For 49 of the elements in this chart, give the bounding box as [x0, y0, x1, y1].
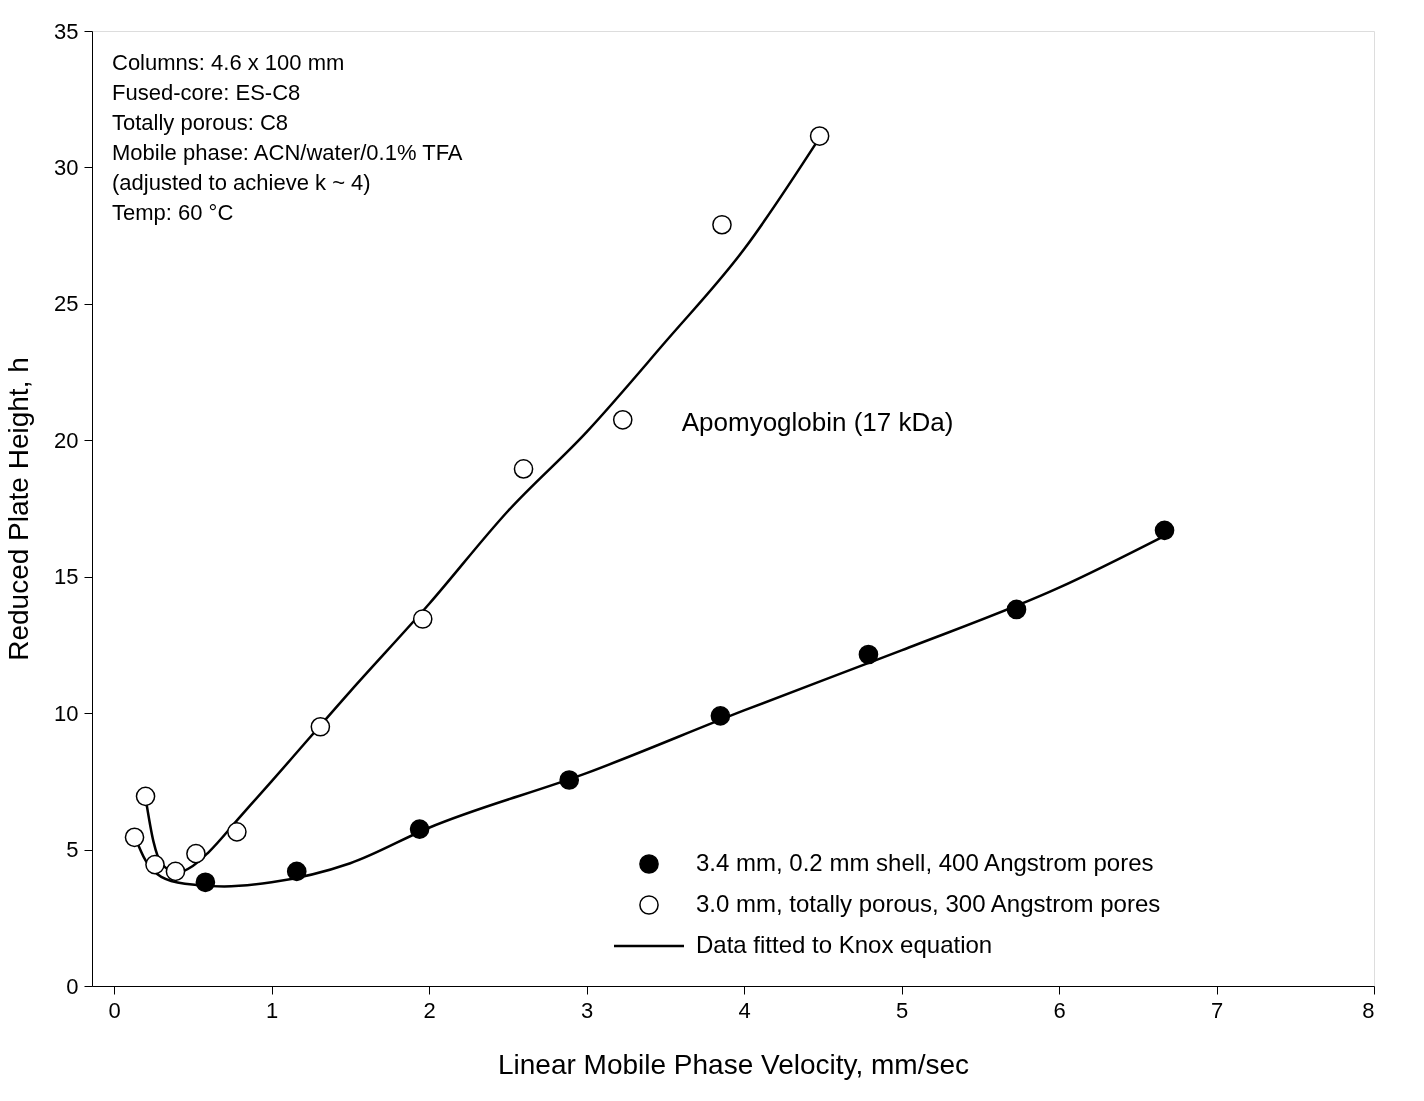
y-tick-label: 30: [54, 154, 79, 180]
point: [412, 609, 433, 629]
annotation: (adjusted to achieve k ~ 4): [112, 170, 371, 195]
x-tick-label: 3: [580, 997, 594, 1023]
annotation: Columns: 4.6 x 100 mm: [112, 50, 345, 75]
x-tick-label: 7: [1210, 997, 1224, 1023]
annotation: Apomyoglobin (17 kDa): [681, 406, 954, 437]
point: [809, 126, 830, 146]
annotation: Mobile phase: ACN/water/0.1% TFA: [112, 140, 463, 165]
point: [409, 819, 430, 839]
point: [186, 843, 206, 864]
y-tick-label: 10: [54, 700, 79, 726]
y-tick-label: 25: [54, 291, 79, 317]
x-axis-title: Linear Mobile Phase Velocity, mm/sec: [497, 1048, 970, 1080]
y-tick-label: 20: [54, 427, 79, 453]
point: [858, 644, 879, 665]
point: [124, 827, 145, 848]
y-tick-label: 15: [54, 564, 79, 590]
x-tick-label: 6: [1053, 997, 1066, 1023]
x-tick-label: 8: [1362, 997, 1375, 1023]
point: [1006, 599, 1027, 620]
legend-label: 3.4 mm, 0.2 mm shell, 400 Angstrom pores: [696, 849, 1154, 876]
point: [559, 770, 580, 790]
point: [135, 786, 156, 807]
x-tick-label: 0: [108, 997, 121, 1023]
point: [286, 861, 307, 882]
x-tick-label: 4: [738, 997, 751, 1023]
x-tick-label: 5: [895, 997, 909, 1023]
y-tick-label: 0: [66, 973, 79, 999]
legend-label: 3.0 mm, totally porous, 300 Angstrom pores: [696, 890, 1161, 917]
point: [145, 854, 165, 875]
point: [612, 410, 633, 430]
point: [195, 872, 216, 893]
annotation: Fused-core: ES-C8: [112, 80, 301, 105]
point: [310, 716, 331, 737]
point: [1154, 520, 1175, 541]
point: [712, 214, 732, 235]
point: [227, 822, 247, 842]
x-tick-label: 2: [423, 997, 436, 1023]
y-axis-title: Reduced Plate Height, h: [3, 357, 35, 661]
y-tick-label: 35: [54, 18, 79, 44]
annotation: Temp: 60 °C: [112, 200, 234, 225]
legend-label: Data fitted to Knox equation: [696, 931, 993, 958]
y-tick-label: 5: [66, 837, 79, 863]
annotation: Totally porous: C8: [112, 110, 289, 135]
point: [513, 459, 534, 479]
x-tick-label: 1: [265, 997, 279, 1023]
point: [710, 706, 731, 726]
point: [165, 861, 186, 882]
